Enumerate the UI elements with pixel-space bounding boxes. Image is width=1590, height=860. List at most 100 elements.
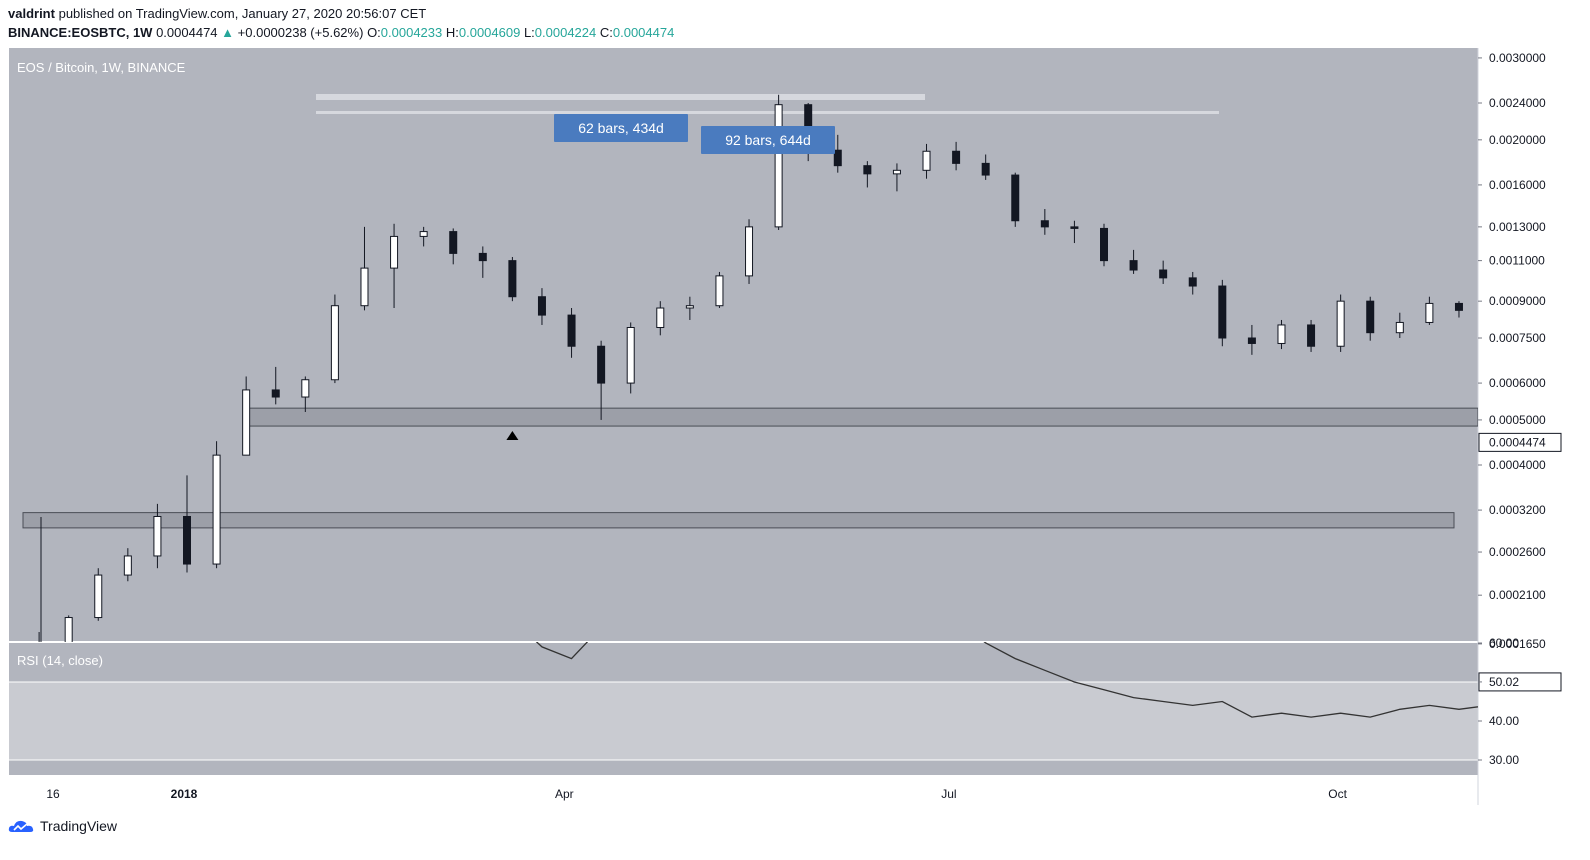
candle-body — [1070, 226, 1079, 229]
candle — [1574, 310, 1581, 322]
candle — [745, 219, 754, 284]
candle-body — [94, 574, 103, 619]
measure-label: 92 bars, 644d — [725, 132, 811, 148]
candle-body — [478, 252, 487, 262]
candle-body — [271, 389, 280, 398]
candle — [183, 475, 191, 573]
candle — [537, 288, 546, 325]
rsi-tick-label: 40.00 — [1489, 714, 1519, 728]
candle-body — [1011, 174, 1020, 222]
candle-body — [774, 104, 783, 228]
candle — [1129, 249, 1138, 274]
candle — [892, 163, 901, 192]
x-tick-label: Apr — [555, 787, 574, 801]
brand-name: TradingView — [40, 818, 118, 834]
candle-body — [508, 260, 517, 298]
candle-body — [715, 275, 724, 307]
candle-body — [301, 379, 310, 398]
candle-body — [1129, 260, 1138, 271]
candle — [833, 134, 842, 173]
y-tick-label: 0.0030000 — [1489, 51, 1546, 65]
candle — [508, 256, 517, 302]
candle-body — [1454, 302, 1463, 311]
x-tick-label: Jul — [941, 787, 956, 801]
low-value: 0.0004224 — [534, 25, 597, 40]
last-price-label: 0.0004474 — [1489, 435, 1546, 449]
last-price-box — [1478, 432, 1562, 452]
candle-body — [1395, 321, 1404, 334]
candle — [1307, 319, 1316, 352]
close-key: C: — [599, 25, 613, 40]
candle-body — [1515, 313, 1522, 320]
support-zone — [248, 407, 1478, 427]
publish-date: published on TradingView.com, January 27… — [58, 6, 427, 21]
candle-body — [330, 305, 339, 381]
tradingview-logo: TradingView — [8, 818, 117, 834]
candle — [952, 141, 961, 171]
y-tick-label: 0.0005000 — [1489, 413, 1546, 427]
candle-body — [567, 314, 576, 347]
candle-body — [242, 389, 251, 456]
close-value: 0.0004474 — [612, 25, 675, 40]
candle — [1366, 296, 1375, 341]
candle-body — [1247, 337, 1256, 344]
y-tick-label: 0.0016000 — [1489, 178, 1546, 192]
candle-body — [745, 226, 754, 277]
candle-body — [1100, 227, 1108, 262]
support-zone — [22, 512, 1455, 529]
last-price: 0.0004474 — [156, 25, 218, 40]
candle — [390, 223, 399, 309]
candle-body — [1188, 277, 1197, 287]
y-tick-label: 0.0002100 — [1489, 588, 1546, 602]
candle — [1070, 220, 1079, 244]
candle — [419, 226, 428, 247]
candle-body — [1277, 324, 1286, 344]
y-tick-label: 0.0011000 — [1489, 254, 1545, 268]
candle-body — [1366, 300, 1375, 334]
candle — [1425, 296, 1434, 325]
rsi-tick-label: 30.00 — [1489, 753, 1519, 767]
candle — [38, 632, 40, 642]
candle-body — [892, 169, 901, 175]
candle — [1277, 319, 1286, 350]
candle — [981, 154, 990, 180]
candle-body — [833, 149, 842, 167]
author: valdrint — [8, 6, 55, 21]
candle — [1218, 279, 1227, 347]
candle — [1485, 306, 1492, 323]
candle-body — [1040, 220, 1049, 228]
candle — [301, 376, 310, 412]
measure-line — [316, 94, 925, 100]
candle — [1454, 301, 1463, 318]
candles-layer — [22, 94, 1581, 642]
y-tick-label: 0.0013000 — [1489, 220, 1546, 234]
candle-body — [685, 305, 694, 309]
candle — [715, 271, 724, 309]
x-tick-label: 2018 — [171, 787, 198, 801]
symbol: BINANCE:EOSBTC, 1W — [8, 25, 153, 40]
candle — [123, 548, 132, 582]
candle — [1247, 324, 1256, 355]
candle — [1100, 223, 1108, 267]
candle — [153, 503, 162, 569]
candle — [360, 226, 369, 311]
candle-body — [64, 617, 73, 642]
candle — [1395, 312, 1404, 338]
y-tick-label: 0.0020000 — [1489, 133, 1546, 147]
y-tick-label: 0.0001650 — [1489, 637, 1546, 651]
rsi-tick-label: 60.00 — [1489, 636, 1519, 650]
candle — [774, 94, 783, 231]
up-arrow-icon: ▲ — [221, 25, 235, 40]
candle-body — [183, 515, 191, 565]
candle-body — [863, 165, 872, 175]
candle-body — [656, 307, 665, 329]
y-tick-label: 0.0003200 — [1489, 503, 1546, 517]
candle-body — [390, 235, 399, 269]
y-tick-label: 0.0007500 — [1489, 331, 1546, 345]
y-tick-label: 0.0004000 — [1489, 458, 1546, 472]
candle-body — [1425, 302, 1434, 323]
ohlc-bar: BINANCE:EOSBTC, 1W 0.0004474 ▲ +0.000023… — [8, 25, 674, 40]
candle — [1515, 308, 1522, 327]
candle-body — [537, 296, 546, 316]
